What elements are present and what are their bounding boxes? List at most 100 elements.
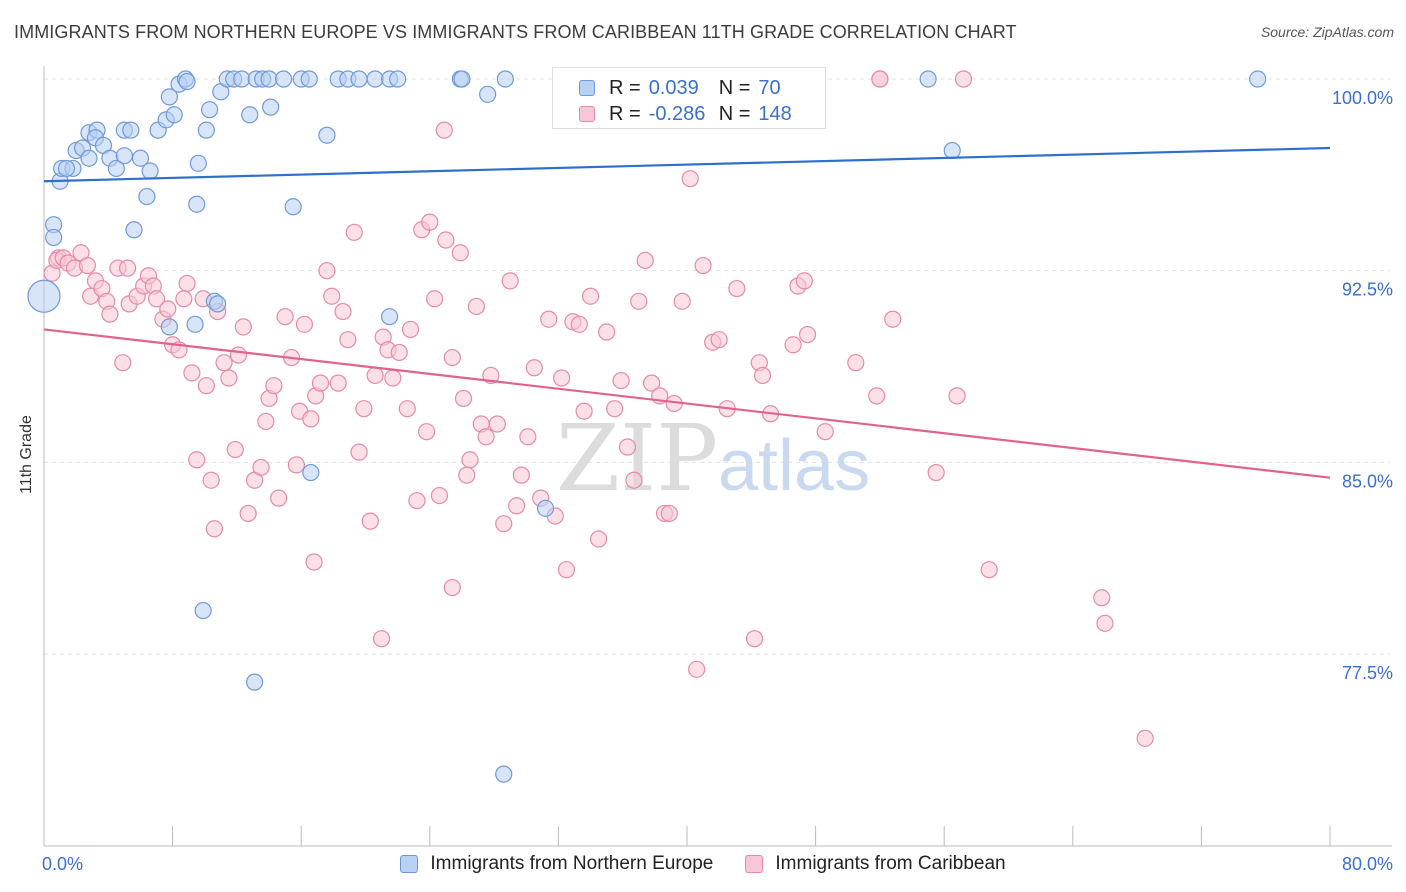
data-point-caribbean [512,466,531,484]
data-point-northern-europe [260,70,278,88]
series-caribbean-points [43,70,1154,747]
data-point-northern-europe [318,126,336,144]
data-point-caribbean [540,310,558,328]
data-point-caribbean [1093,589,1111,607]
gridlines [44,78,1390,655]
data-point-caribbean [589,530,608,548]
watermark: ZIP atlas [556,405,870,512]
legend-label-northern-europe: Immigrants from Northern Europe [430,853,714,874]
data-point-caribbean [477,428,495,446]
data-point-caribbean [954,70,973,88]
watermark-atlas: atlas [718,426,870,506]
data-point-northern-europe [479,85,497,103]
data-point-caribbean [329,374,347,392]
legend-item-northern-europe[interactable]: Immigrants from Northern Europe [400,853,713,875]
data-point-northern-europe [262,98,280,116]
data-point-northern-europe [453,70,471,88]
legend-n-label: N = [718,102,751,125]
data-point-caribbean [868,387,886,405]
data-point-caribbean [871,70,889,88]
data-point-caribbean [948,387,966,405]
data-point-caribbean [488,415,506,433]
data-point-caribbean [625,471,643,489]
data-point-northern-europe [381,308,399,326]
data-point-caribbean [927,463,945,482]
data-point-northern-europe [194,601,212,620]
data-point-caribbean [350,443,368,461]
trendlines [43,146,1331,479]
legend-swatch-blue [579,80,595,96]
data-point-caribbean [795,272,813,290]
data-point-caribbean [355,400,373,418]
data-point-northern-europe [943,141,961,160]
data-point-northern-europe [241,106,259,124]
data-point-caribbean [508,497,526,515]
data-point-northern-europe [245,673,264,691]
trendline-northern-europe [43,146,1331,183]
data-point-caribbean [570,315,588,333]
source-label: Source: ZipAtlas.com [1260,24,1394,40]
data-point-northern-europe [138,187,156,206]
data-point-caribbean [257,412,275,431]
data-point-caribbean [816,423,834,441]
data-point-northern-europe [131,149,150,167]
data-point-caribbean [197,377,215,395]
data-point-caribbean [519,428,537,446]
y-tick-label: 85.0% [1342,471,1393,491]
legend-swatch-pink [579,106,595,122]
data-point-caribbean [215,354,233,372]
data-point-caribbean [1096,614,1114,632]
data-point-caribbean [276,308,294,326]
legend-swatch-blue [400,855,419,873]
data-point-caribbean [226,440,244,459]
data-point-caribbean [178,274,196,293]
data-point-caribbean [147,290,166,308]
legend-item-caribbean[interactable]: Immigrants from Caribbean [745,853,1006,875]
data-point-caribbean [159,300,177,318]
data-point-caribbean [408,492,426,510]
data-point-caribbean [188,451,206,469]
data-point-caribbean [252,458,270,477]
data-point-caribbean [334,302,352,321]
data-point-caribbean [598,323,616,341]
data-point-caribbean [467,297,486,316]
data-point-northern-europe [160,88,178,106]
data-point-caribbean [421,213,439,231]
data-point-caribbean [553,369,571,387]
data-point-northern-europe [495,765,513,783]
data-point-caribbean [323,287,341,305]
data-point-caribbean [229,346,248,364]
y-axis-label: 11th Grade [18,415,35,494]
data-point-caribbean [318,262,336,280]
data-point-northern-europe [350,70,368,88]
data-point-northern-europe [919,70,937,88]
legend-n-label: N = [718,76,751,99]
legend-r-label: R = [609,102,641,125]
data-point-northern-europe [80,149,98,167]
legend-r-value: 0.039 [648,76,699,99]
data-point-caribbean [265,377,283,395]
data-point-northern-europe [302,463,320,482]
data-point-caribbean [401,320,420,339]
data-point-northern-europe [197,121,215,139]
data-point-northern-europe [27,279,61,313]
data-point-caribbean [234,318,252,336]
data-point-northern-europe [107,159,125,178]
data-point-caribbean [660,504,678,523]
data-point-northern-europe [284,198,302,216]
data-point-northern-europe [274,70,293,88]
data-point-caribbean [435,121,453,139]
data-point-caribbean [183,364,201,382]
data-point-northern-europe [366,70,384,88]
data-point-caribbean [451,244,469,262]
data-point-caribbean [458,466,476,484]
chart-title: IMMIGRANTS FROM NORTHERN EUROPE VS IMMIG… [14,22,1017,42]
data-point-northern-europe [178,72,196,91]
data-point-northern-europe [209,295,227,313]
data-point-caribbean [728,279,746,298]
data-point-caribbean [745,630,764,648]
data-point-caribbean [575,402,593,420]
data-point-caribbean [847,354,865,372]
data-point-caribbean [390,343,408,362]
